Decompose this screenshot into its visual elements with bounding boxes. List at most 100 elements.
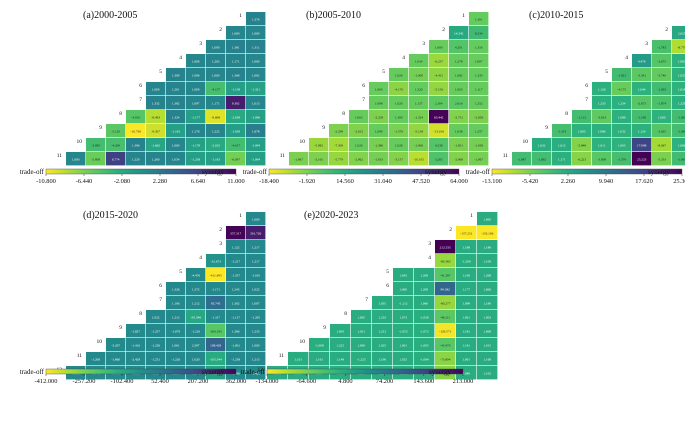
heatmap-cell (369, 96, 389, 110)
cell-value-label: -1.416 (131, 344, 140, 348)
heatmap-cell (532, 152, 552, 166)
heatmap-cell (393, 338, 414, 352)
heatmap-cell (456, 254, 477, 268)
colorbar-tick-label: -1.920 (299, 178, 316, 185)
heatmap-cell (351, 310, 372, 324)
cell-value-label: 212.535 (440, 246, 451, 250)
heatmap-cell (166, 124, 186, 138)
heatmap-cell (456, 324, 477, 338)
cell-value-label: 1.245 (232, 288, 240, 292)
cell-value-label: -137.231 (460, 232, 472, 236)
cell-value-label: 1.000 (72, 158, 80, 162)
heatmap-cell (632, 96, 652, 110)
heatmap-cell (226, 352, 246, 366)
cell-value-label: -2.058 (474, 116, 483, 120)
heatmap-cell (393, 268, 414, 282)
heatmap-cell (166, 68, 186, 82)
heatmap-cell (512, 152, 532, 166)
row-index-label: 2 (449, 227, 452, 233)
heatmap-cell (632, 54, 652, 68)
heatmap-cell (672, 26, 685, 40)
cell-value-label: -1.087 (517, 158, 526, 162)
heatmap-cell (369, 110, 389, 124)
cell-value-label: 1.001 (399, 344, 407, 348)
cell-value-label: 1.098 (462, 302, 470, 306)
colorbar-tick-label: 143.600 (413, 378, 434, 385)
heatmap-cell (477, 366, 498, 380)
cell-value-label: 1.122 (232, 246, 240, 250)
heatmap-cell (369, 124, 389, 138)
cell-value-label: 5.265 (435, 158, 443, 162)
heatmap-cell (469, 110, 489, 124)
cell-value-label: -32.673 (210, 260, 221, 264)
row-index-label: 1 (239, 13, 242, 19)
heatmap-cell (372, 338, 393, 352)
heatmap-cell (469, 138, 489, 152)
heatmap-cell (206, 124, 226, 138)
heatmap-cell (372, 324, 393, 338)
row-index-label: 5 (382, 69, 385, 75)
cell-value-label: -1.257 (151, 330, 160, 334)
heatmap-cell (66, 152, 86, 166)
cell-value-label: -3.137 (394, 158, 403, 162)
heatmap-cell (126, 324, 146, 338)
row-index-label: 2 (219, 27, 222, 33)
heatmap-cell (532, 138, 552, 152)
cell-value-label: -1.238 (191, 158, 200, 162)
heatmap-cell (309, 152, 329, 166)
cell-value-label: -4.175 (617, 88, 626, 92)
colorbar-tick-label: 2.280 (153, 178, 167, 185)
cell-value-label: 1.005 (357, 316, 365, 320)
cell-value-label: 1.101 (294, 358, 302, 362)
heatmap-cell (672, 152, 685, 166)
cell-value-label: 1.003 (483, 316, 491, 320)
heatmap-cell (592, 110, 612, 124)
cell-value-label: -1.008 (315, 344, 324, 348)
heatmap-cell (246, 82, 266, 96)
cell-value-label: 1.177 (462, 288, 470, 292)
cell-value-label: 1.376 (252, 18, 260, 22)
cell-value-label: 1.632 (538, 144, 546, 148)
heatmap-cell (186, 138, 206, 152)
heatmap-cell (166, 352, 186, 366)
heatmap-cell (186, 268, 206, 282)
colorbar-tick-label: 4.800 (338, 378, 352, 385)
cell-value-label: 1.260 (152, 158, 160, 162)
cell-value-label: -8.493 (151, 116, 160, 120)
heatmap-cell (226, 40, 246, 54)
cell-value-label: -46.111 (440, 316, 451, 320)
heatmap-cell (652, 54, 672, 68)
cell-value-label: 1.001 (462, 358, 470, 362)
cell-value-label: -1.576 (394, 130, 403, 134)
cell-value-label: -1.178 (191, 144, 200, 148)
heatmap-cell (186, 152, 206, 166)
cell-value-label: -1.158 (231, 88, 240, 92)
heatmap-cell (206, 138, 226, 152)
colorbar-tradeoff-label: trade-off (20, 168, 45, 176)
heatmap-cell (389, 124, 409, 138)
colorbar-tick-label: 2.260 (561, 178, 575, 185)
heatmap-cell (429, 82, 449, 96)
colorbar-tick-label: -134.000 (256, 378, 279, 385)
cell-value-label: 1.003 (336, 330, 344, 334)
colorbar-synergy-label: synergy (202, 368, 225, 376)
colorbar-tick-label: -13.100 (482, 178, 502, 185)
colorbar-tick-label: 9.940 (599, 178, 613, 185)
cell-value-label: 1.020 (395, 102, 403, 106)
heatmap-cell (409, 138, 429, 152)
row-index-label: 10 (523, 139, 529, 145)
heatmap-cell (329, 138, 349, 152)
cell-value-label: -1.096 (677, 130, 685, 134)
row-index-label: 9 (323, 325, 326, 331)
cell-value-label: -10.105 (413, 158, 424, 162)
cell-value-label: 1.096 (192, 74, 200, 78)
heatmap-cell (652, 110, 672, 124)
cell-value-label: 1.054 (172, 158, 180, 162)
heatmap-cell (246, 40, 266, 54)
cell-value-label: -1.094 (251, 144, 260, 148)
cell-value-label: 1.000 (172, 144, 180, 148)
cell-value-label: 1.161 (315, 358, 323, 362)
heatmap-cell (652, 68, 672, 82)
cell-value-label: 1.011 (357, 330, 365, 334)
row-index-label: 2 (442, 27, 445, 33)
